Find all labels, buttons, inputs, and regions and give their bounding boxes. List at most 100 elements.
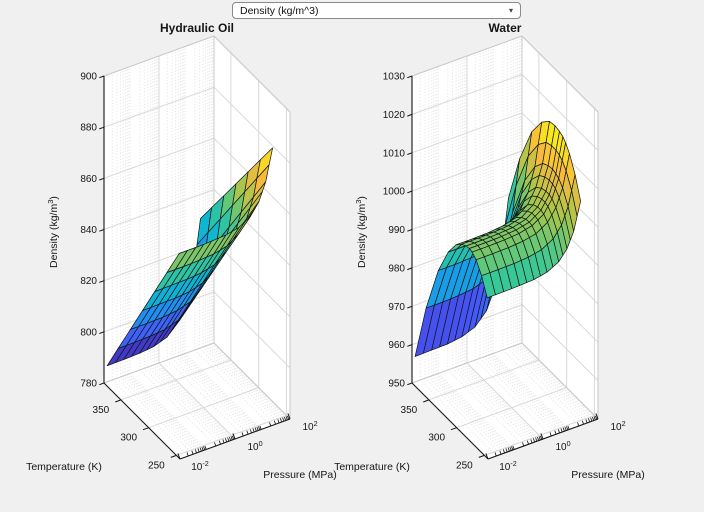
pressure-minor-tick xyxy=(201,446,204,451)
pressure-tick xyxy=(232,433,236,440)
z-tick xyxy=(99,331,105,334)
pressure-minor-tick xyxy=(549,432,552,437)
box-edge xyxy=(103,35,215,77)
z-tick xyxy=(407,267,413,271)
pressure-minor-tick xyxy=(227,437,230,442)
z-tick xyxy=(99,382,105,386)
temperature-tick xyxy=(423,399,430,403)
major-grid-z-right xyxy=(521,74,599,151)
major-grid-temperature-floor xyxy=(484,414,595,456)
pressure-minor-tick xyxy=(512,445,515,450)
temperature-tick xyxy=(450,427,457,431)
major-grid-pressure-floor xyxy=(466,362,544,440)
z-tick xyxy=(407,229,413,232)
pressure-minor-tick xyxy=(280,418,283,423)
z-tick-label: 950 xyxy=(388,379,405,390)
pressure-minor-tick xyxy=(581,420,584,425)
pressure-minor-tick xyxy=(590,417,593,422)
temperature-axis xyxy=(103,382,181,460)
temperature-tick xyxy=(115,399,122,403)
temperature-tick-label: 250 xyxy=(148,460,165,471)
pressure-minor-tick xyxy=(214,442,217,447)
major-grid-temperature-floor xyxy=(176,414,287,456)
pressure-tick-label: 100 xyxy=(247,439,262,453)
property-dropdown-value: Density (kg/m^3) xyxy=(240,4,319,17)
pressure-minor-tick xyxy=(256,426,259,431)
pressure-minor-tick xyxy=(567,425,570,430)
z-tick-label: 880 xyxy=(80,123,97,134)
pressure-minor-tick xyxy=(259,425,262,430)
pressure-minor-tick xyxy=(282,417,285,422)
pressure-minor-tick xyxy=(252,428,255,433)
pressure-minor-tick xyxy=(540,435,543,440)
box-edge xyxy=(521,342,599,420)
pressure-minor-tick xyxy=(533,438,536,443)
plot-title: Hydraulic Oil xyxy=(160,21,234,35)
z-tick xyxy=(99,229,105,232)
z-tick xyxy=(99,75,105,79)
pressure-minor-tick xyxy=(507,447,510,452)
surface-face xyxy=(481,272,496,299)
major-grid-z-left xyxy=(411,112,523,154)
pressure-tick-label: 100 xyxy=(555,439,570,453)
z-tick-label: 1030 xyxy=(383,72,406,83)
z-tick xyxy=(99,280,105,283)
surface-face xyxy=(166,250,188,273)
box-edge xyxy=(411,342,523,384)
pressure-tick-label: 102 xyxy=(610,419,625,433)
major-grid-temperature-floor xyxy=(120,359,232,401)
z-tick xyxy=(407,152,413,155)
pressure-minor-tick xyxy=(254,427,257,432)
major-grid-temperature-floor xyxy=(428,359,540,401)
pressure-minor-tick xyxy=(230,436,233,441)
pressure-minor-tick xyxy=(494,452,497,457)
pressure-minor-tick xyxy=(229,436,232,441)
z-tick-label: 780 xyxy=(80,379,97,390)
major-grid-temperature-floor xyxy=(148,387,259,429)
temperature-tick-label: 250 xyxy=(456,460,473,471)
z-tick-label: 980 xyxy=(388,263,405,274)
box-edge xyxy=(213,35,291,113)
major-grid-z-left xyxy=(103,137,215,179)
major-grid-z-left xyxy=(103,86,215,128)
pressure-tick xyxy=(595,413,599,420)
pressure-minor-tick xyxy=(273,420,276,425)
z-tick-label: 990 xyxy=(388,225,405,236)
temperature-axis xyxy=(411,382,489,460)
temperature-axis-label: Temperature (K) xyxy=(334,461,410,473)
pressure-minor-tick xyxy=(522,442,525,447)
pressure-minor-tick xyxy=(246,430,249,435)
dropdown-arrow-icon: ▾ xyxy=(508,5,513,15)
box-edge xyxy=(213,342,291,420)
pressure-tick xyxy=(177,453,181,460)
box-edge xyxy=(411,35,523,77)
surface-mesh xyxy=(414,121,581,357)
pressure-minor-tick xyxy=(191,450,194,455)
pressure-tick-label: 10-2 xyxy=(499,459,517,473)
pressure-minor-tick xyxy=(557,429,560,434)
z-tick-label: 820 xyxy=(80,276,97,287)
pressure-minor-tick xyxy=(204,445,207,450)
pressure-minor-tick xyxy=(258,426,261,431)
major-grid-pressure-floor xyxy=(158,362,236,440)
property-dropdown[interactable]: Density (kg/m^3) ▾ xyxy=(232,2,521,19)
z-tick-label: 960 xyxy=(388,340,405,351)
pressure-minor-tick xyxy=(203,446,206,451)
pressure-minor-tick xyxy=(535,437,538,442)
z-tick-label: 1020 xyxy=(383,110,406,121)
z-tick-label: 1000 xyxy=(383,187,406,198)
pressure-minor-tick xyxy=(249,429,252,434)
pressure-minor-tick xyxy=(577,422,580,427)
plot-water: 950 960 970 980 990 1000 1010 1020 1030 250 300 350… xyxy=(334,21,645,481)
plot-title: Water xyxy=(489,21,522,35)
box-edge xyxy=(521,35,599,113)
major-grid-z-right xyxy=(521,304,599,381)
z-tick-label: 840 xyxy=(80,225,97,236)
pressure-tick-label: 102 xyxy=(302,419,317,433)
pressure-minor-tick xyxy=(222,439,225,444)
major-grid-z-left xyxy=(411,150,523,192)
temperature-tick xyxy=(142,427,149,431)
pressure-minor-tick xyxy=(526,440,529,445)
z-tick xyxy=(407,113,413,117)
